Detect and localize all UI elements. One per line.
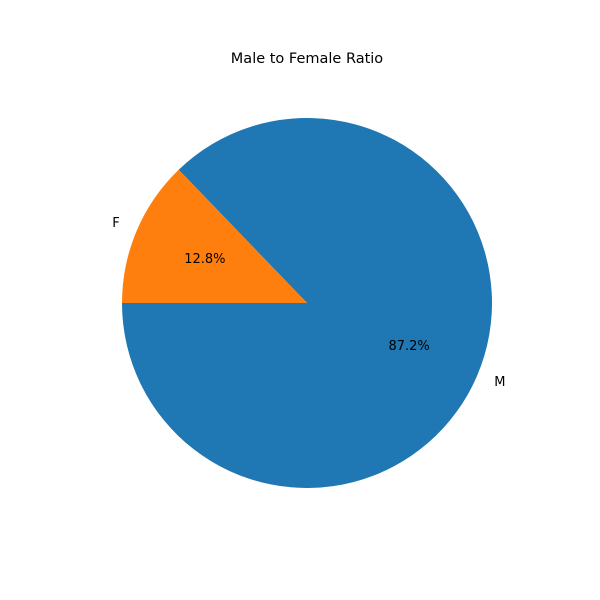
pie-slice-f — [122, 169, 307, 303]
pie-labels: M 87.2% F 12.8% — [112, 216, 505, 390]
pie-slices — [122, 117, 493, 488]
slice-label-f: F — [112, 216, 119, 231]
slice-percent-f: 12.8% — [184, 252, 225, 267]
slice-label-m: M — [494, 375, 505, 390]
slice-percent-m: 87.2% — [388, 339, 429, 354]
chart-title: Male to Female Ratio — [231, 51, 384, 67]
